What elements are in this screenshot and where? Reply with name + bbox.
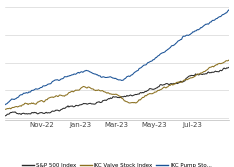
Legend: S&P 500 Index, JKC Valve Stock Index, JKC Pump Sto...: S&P 500 Index, JKC Valve Stock Index, JK… [20, 161, 214, 167]
